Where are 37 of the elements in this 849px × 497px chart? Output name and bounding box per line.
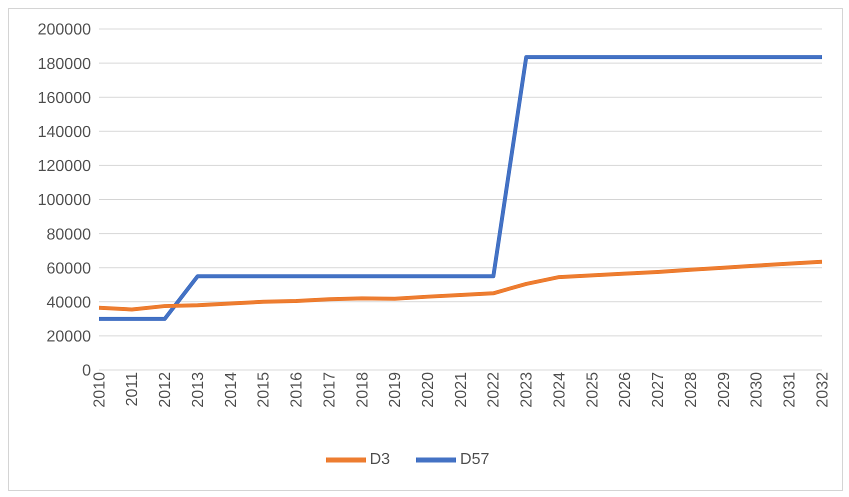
y-tick-label: 140000 <box>38 124 92 141</box>
x-tick-label: 2016 <box>288 372 306 408</box>
x-tick-label: 2023 <box>518 372 536 408</box>
x-tick-label: 2027 <box>650 372 668 408</box>
x-tick-label: 2013 <box>190 372 207 408</box>
legend-label: D57 <box>460 451 490 468</box>
x-tick-label: 2017 <box>321 372 338 408</box>
y-tick-label: 40000 <box>46 294 92 312</box>
x-tick-label: 2012 <box>157 372 174 408</box>
x-tick-label: 2020 <box>420 372 437 408</box>
x-tick-label: 2011 <box>124 372 142 406</box>
legend-label: D3 <box>370 451 390 468</box>
y-tick-label: 100000 <box>38 192 92 210</box>
x-tick-label: 2029 <box>716 372 733 408</box>
x-tick-label: 2015 <box>256 372 273 408</box>
x-tick-label: 2024 <box>551 372 568 408</box>
x-tick-label: 2022 <box>486 372 503 408</box>
x-tick-label: 2028 <box>682 372 700 408</box>
x-tick-label: 2019 <box>387 372 404 408</box>
y-tick-label: 0 <box>82 362 92 380</box>
x-tick-label: 2026 <box>617 372 634 408</box>
line-series <box>97 260 824 312</box>
x-tick-label: 2021 <box>452 372 470 408</box>
x-tick-label: 2032 <box>814 372 832 408</box>
y-tick-label: 160000 <box>38 90 92 107</box>
x-tick-label: 2014 <box>222 372 240 408</box>
x-tick-label: 2030 <box>748 372 766 408</box>
x-tick-label: 2031 <box>781 372 798 408</box>
y-tick-label: 200000 <box>38 22 92 39</box>
y-tick-label: 60000 <box>46 260 92 278</box>
x-tick-label: 2018 <box>354 372 372 408</box>
x-tick-label: 2010 <box>91 372 108 408</box>
y-tick-label: 180000 <box>38 56 92 73</box>
y-tick-label: 120000 <box>38 158 92 176</box>
x-tick-label: 2025 <box>584 372 602 408</box>
y-tick-label: 80000 <box>46 226 92 244</box>
y-tick-label: 20000 <box>46 328 92 346</box>
